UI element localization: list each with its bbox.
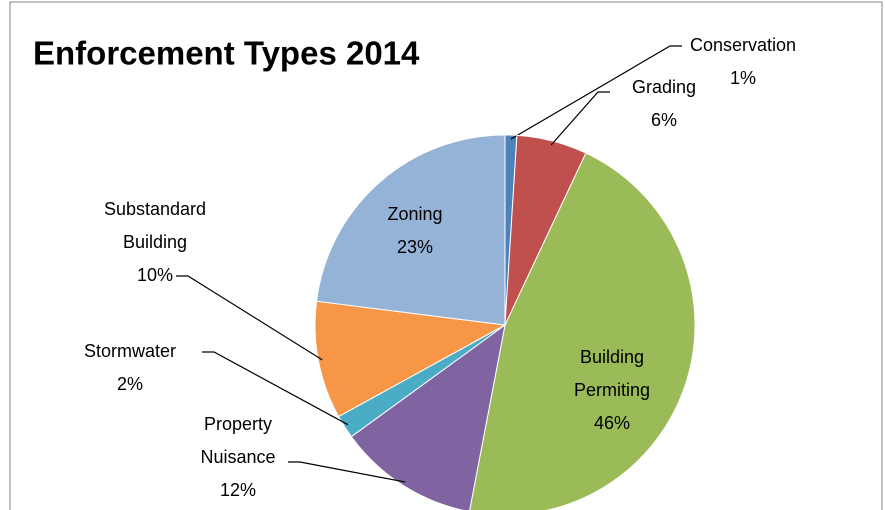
leader-line (288, 461, 406, 483)
pie-slice (315, 134, 506, 326)
slice-value-label: 2% (117, 374, 143, 394)
leader-line (510, 45, 682, 140)
slice-value-label: 12% (220, 480, 256, 500)
slice-label: Zoning (387, 204, 442, 224)
slice-label: Substandard Building (104, 199, 206, 252)
slice-label: Grading (632, 77, 696, 97)
pie-slice (314, 300, 507, 418)
leader-line (202, 351, 349, 426)
slice-value-label: 6% (651, 110, 677, 130)
leader-line (176, 275, 323, 361)
chart-title: Enforcement Types 2014 (33, 35, 420, 72)
pie-slice (469, 152, 696, 510)
slice-value-label: 1% (730, 68, 756, 88)
slice-label: Stormwater (84, 341, 176, 361)
slice-value-label: 23% (397, 237, 433, 257)
slice-label: Property Nuisance (200, 414, 275, 467)
slice-label: Conservation (690, 35, 796, 55)
leader-line (550, 91, 610, 146)
slice-value-label: 10% (137, 265, 173, 285)
slice-value-label: 46% (594, 413, 630, 433)
slice-label: Building Permiting (574, 347, 650, 400)
